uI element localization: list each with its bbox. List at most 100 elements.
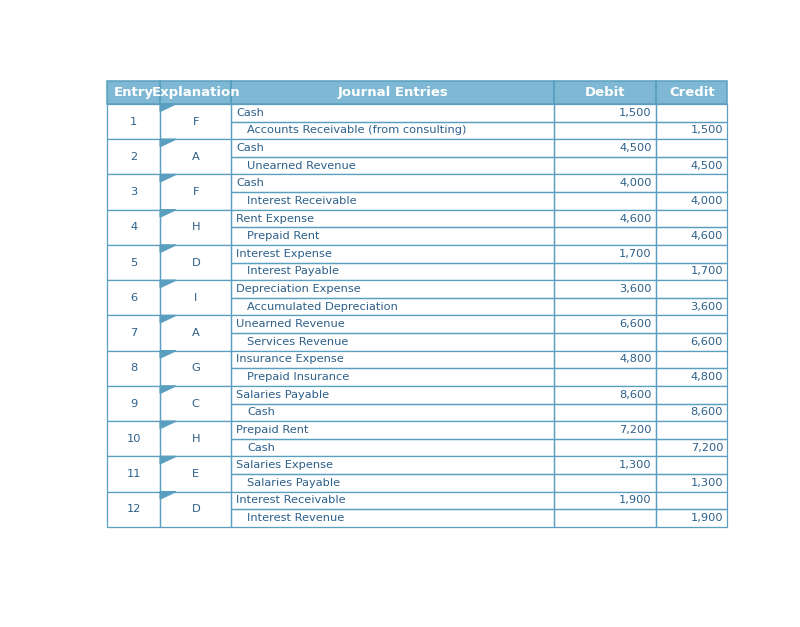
Text: 1,700: 1,700	[690, 266, 723, 277]
Text: Services Revenue: Services Revenue	[247, 337, 348, 347]
Bar	[656, 81, 727, 104]
Bar	[656, 474, 727, 492]
Text: D: D	[191, 258, 200, 268]
Text: 1: 1	[130, 117, 138, 127]
Bar	[656, 333, 727, 350]
Bar	[107, 421, 727, 456]
Text: 12: 12	[126, 504, 141, 514]
Bar	[656, 492, 727, 509]
Polygon shape	[160, 245, 176, 252]
Text: 1,300: 1,300	[619, 460, 652, 470]
Bar	[107, 386, 160, 421]
Bar	[160, 492, 231, 527]
Text: Unearned Revenue: Unearned Revenue	[237, 319, 345, 329]
Text: C: C	[192, 399, 200, 409]
Bar	[656, 509, 727, 527]
Text: A: A	[192, 328, 200, 338]
Bar	[554, 209, 656, 228]
Text: D: D	[191, 504, 200, 514]
Bar	[554, 492, 656, 509]
Polygon shape	[160, 386, 176, 393]
Text: G: G	[191, 363, 200, 373]
Bar	[231, 104, 554, 122]
Bar	[656, 421, 727, 439]
Bar	[107, 386, 727, 421]
Polygon shape	[160, 456, 176, 464]
Text: 9: 9	[130, 399, 138, 409]
Bar	[231, 157, 554, 174]
Text: Interest Expense: Interest Expense	[237, 249, 332, 259]
Bar	[231, 456, 554, 474]
Bar	[656, 157, 727, 174]
Bar	[554, 245, 656, 263]
Bar	[554, 404, 656, 421]
Text: Salaries Payable: Salaries Payable	[247, 478, 340, 488]
Text: Cash: Cash	[247, 408, 275, 418]
Bar	[107, 81, 727, 104]
Text: 8,600: 8,600	[619, 390, 652, 400]
Text: Interest Receivable: Interest Receivable	[247, 196, 357, 206]
Polygon shape	[160, 280, 176, 288]
Bar	[656, 192, 727, 209]
Text: Cash: Cash	[237, 178, 264, 188]
Text: 1,500: 1,500	[619, 108, 652, 118]
Bar	[656, 386, 727, 404]
Bar	[554, 298, 656, 315]
Text: A: A	[192, 152, 200, 162]
Text: I: I	[194, 293, 198, 303]
Polygon shape	[160, 209, 176, 217]
Bar	[107, 245, 160, 280]
Bar	[107, 81, 160, 104]
Bar	[554, 192, 656, 209]
Bar	[231, 280, 554, 298]
Text: Interest Receivable: Interest Receivable	[237, 495, 346, 505]
Bar	[231, 439, 554, 456]
Text: 1,500: 1,500	[690, 125, 723, 135]
Text: 4,500: 4,500	[690, 161, 723, 171]
Bar	[554, 263, 656, 280]
Text: F: F	[193, 187, 199, 197]
Bar	[554, 228, 656, 245]
Text: 6,600: 6,600	[690, 337, 723, 347]
Text: Salaries Payable: Salaries Payable	[237, 390, 330, 400]
Text: Explanation: Explanation	[151, 86, 240, 99]
Bar	[231, 404, 554, 421]
Bar	[231, 245, 554, 263]
Text: Interest Revenue: Interest Revenue	[247, 513, 344, 523]
Polygon shape	[160, 315, 176, 323]
Text: Cash: Cash	[237, 143, 264, 153]
Bar	[656, 280, 727, 298]
Text: Prepaid Rent: Prepaid Rent	[247, 231, 319, 241]
Text: Entry: Entry	[114, 86, 154, 99]
Text: 10: 10	[126, 434, 141, 444]
Text: 4,600: 4,600	[619, 214, 652, 223]
Text: Credit: Credit	[669, 86, 714, 99]
Text: Accumulated Depreciation: Accumulated Depreciation	[247, 302, 398, 312]
Bar	[231, 81, 554, 104]
Bar	[107, 280, 160, 315]
Bar	[107, 209, 727, 245]
Bar	[107, 456, 160, 492]
Text: 3,600: 3,600	[690, 302, 723, 312]
Bar	[231, 368, 554, 386]
Text: 6: 6	[130, 293, 138, 303]
Bar	[231, 192, 554, 209]
Bar	[554, 174, 656, 192]
Text: 2: 2	[130, 152, 138, 162]
Text: Journal Entries: Journal Entries	[338, 86, 448, 99]
Bar	[656, 456, 727, 474]
Text: H: H	[191, 223, 200, 233]
Bar	[160, 139, 231, 174]
Text: 1,300: 1,300	[690, 478, 723, 488]
Text: Insurance Expense: Insurance Expense	[237, 354, 344, 364]
Text: Interest Payable: Interest Payable	[247, 266, 339, 277]
Text: 4,600: 4,600	[690, 231, 723, 241]
Bar	[107, 104, 727, 139]
Text: H: H	[191, 434, 200, 444]
Bar	[656, 404, 727, 421]
Text: 8,600: 8,600	[690, 408, 723, 418]
Text: 5: 5	[130, 258, 138, 268]
Bar	[656, 209, 727, 228]
Polygon shape	[160, 174, 176, 182]
Text: 3,600: 3,600	[619, 284, 652, 294]
